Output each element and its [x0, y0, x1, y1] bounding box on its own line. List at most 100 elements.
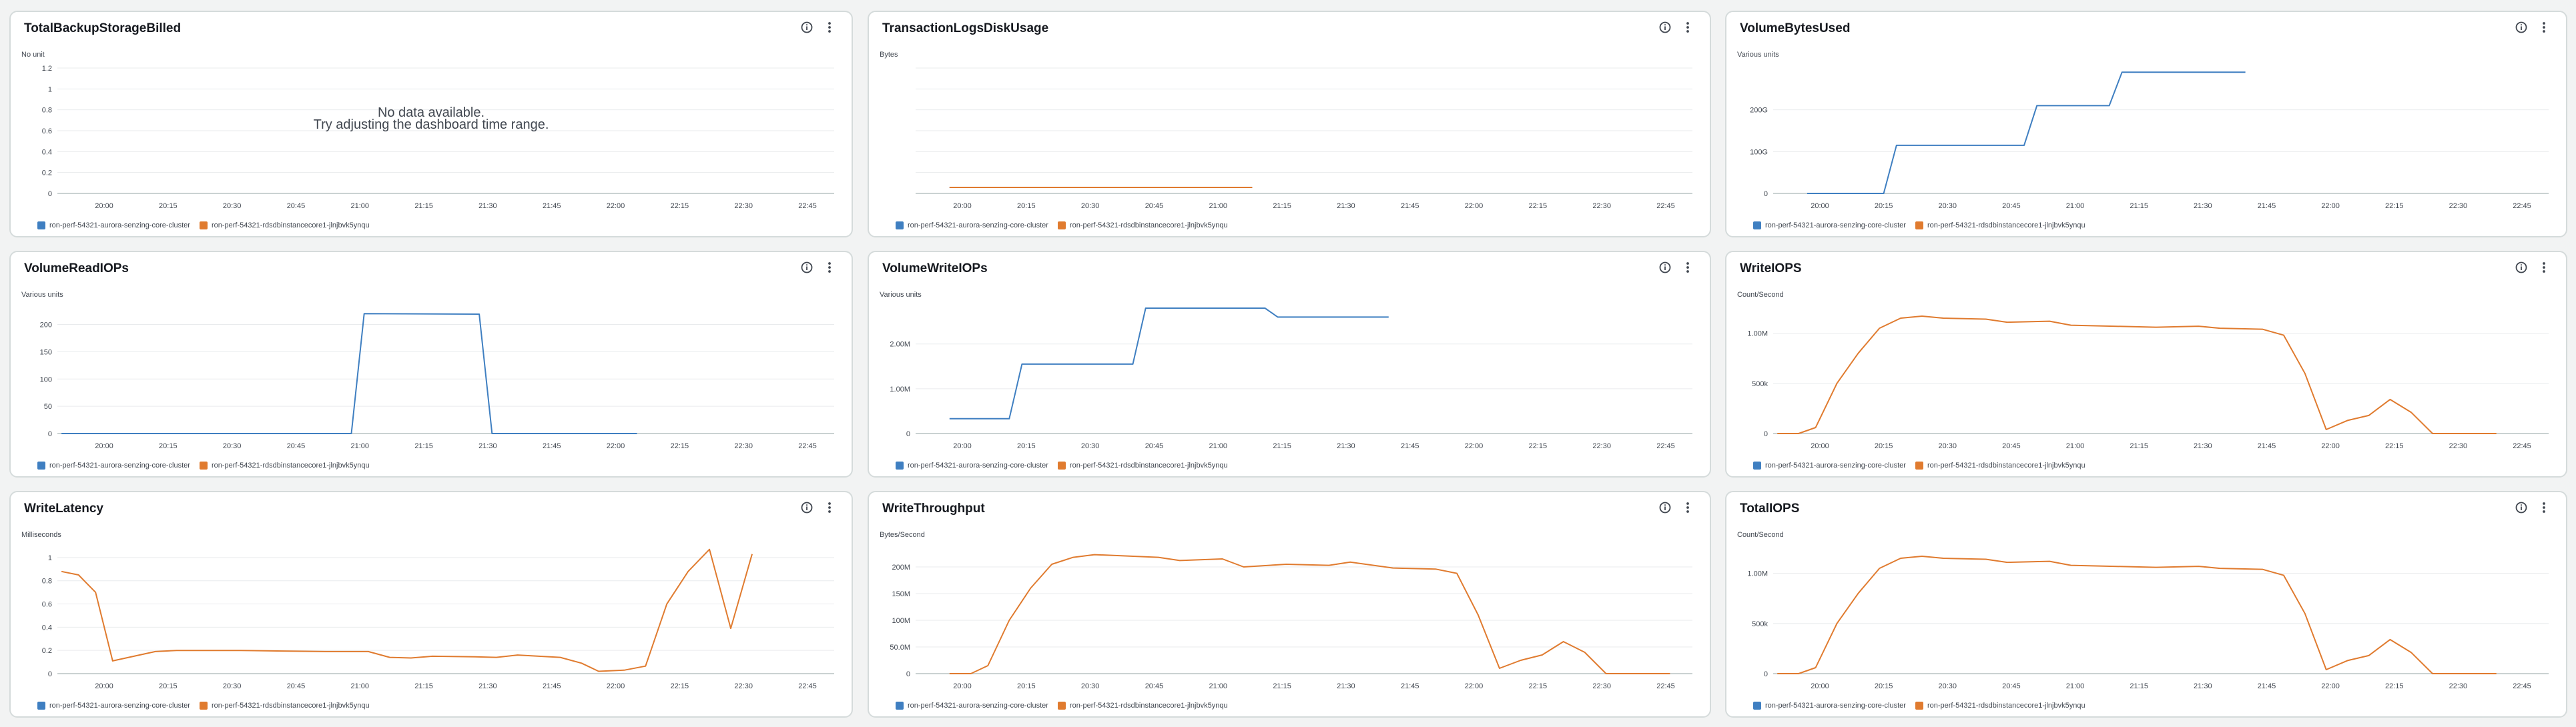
legend-label: ron-perf-54321-aurora-senzing-core-clust…: [49, 702, 190, 710]
more-options-icon[interactable]: [822, 260, 837, 275]
unit-label: Bytes: [880, 51, 898, 59]
legend-swatch: [199, 462, 208, 470]
y-tick-label: 0.2: [42, 647, 52, 655]
y-tick-label: 0: [906, 670, 910, 678]
legend-item[interactable]: ron-perf-54321-rdsdbinstancecore1-jlnjbv…: [199, 221, 370, 229]
legend-item[interactable]: ron-perf-54321-aurora-senzing-core-clust…: [1753, 462, 1906, 470]
x-tick-label: 20:15: [1017, 682, 1036, 690]
legend-item[interactable]: ron-perf-54321-aurora-senzing-core-clust…: [1753, 702, 1906, 710]
x-tick-label: 21:45: [1401, 202, 1419, 210]
y-tick-label: 1: [48, 554, 52, 562]
y-tick-label: 200: [40, 321, 52, 329]
legend-item[interactable]: ron-perf-54321-aurora-senzing-core-clust…: [1753, 221, 1906, 229]
legend-swatch: [1915, 702, 1923, 710]
legend-item[interactable]: ron-perf-54321-aurora-senzing-core-clust…: [896, 462, 1048, 470]
y-tick-label: 0.4: [42, 148, 52, 156]
info-icon[interactable]: [799, 20, 814, 35]
x-tick-label: 21:45: [543, 682, 561, 690]
x-tick-label: 22:15: [2385, 202, 2404, 210]
info-icon[interactable]: [1658, 500, 1672, 515]
legend-item[interactable]: ron-perf-54321-rdsdbinstancecore1-jlnjbv…: [1915, 702, 2085, 710]
unit-label: Various units: [21, 291, 63, 299]
legend-label: ron-perf-54321-aurora-senzing-core-clust…: [1765, 221, 1906, 229]
x-tick-label: 21:15: [414, 202, 433, 210]
y-tick-label: 100G: [1750, 148, 1768, 156]
chart-plot: 0 500k 1.00M 20:00 20:15 20:30 20:45 21:00 21:15…: [1747, 315, 2549, 450]
chart-plot: 0 500k 1.00M 20:00 20:15 20:30 20:45 21:00 21:15…: [1747, 556, 2549, 690]
legend-item[interactable]: ron-perf-54321-aurora-senzing-core-clust…: [37, 702, 190, 710]
legend-item[interactable]: ron-perf-54321-rdsdbinstancecore1-jlnjbv…: [1057, 702, 1228, 710]
x-tick-label: 20:00: [1811, 682, 1829, 690]
y-tick-label: 0.6: [42, 127, 52, 135]
x-tick-label: 21:00: [351, 202, 370, 210]
x-tick-label: 21:45: [543, 442, 561, 450]
more-options-icon[interactable]: [2537, 20, 2551, 35]
more-options-icon[interactable]: [822, 20, 837, 35]
info-icon[interactable]: [2514, 20, 2529, 35]
y-tick-label: 0: [48, 670, 52, 678]
x-tick-label: 22:00: [607, 202, 625, 210]
series-line: [949, 554, 1670, 674]
x-tick-label: 21:45: [1401, 682, 1419, 690]
info-icon[interactable]: [1658, 260, 1672, 275]
widget-writethroughput: WriteThroughput Bytes/Second 0 50.0M 100M 150…: [868, 491, 1711, 718]
legend-label: ron-perf-54321-aurora-senzing-core-clust…: [908, 221, 1048, 229]
legend-item[interactable]: ron-perf-54321-rdsdbinstancecore1-jlnjbv…: [1915, 462, 2085, 470]
legend-item[interactable]: ron-perf-54321-aurora-senzing-core-clust…: [37, 221, 190, 229]
x-tick-label: 21:30: [2194, 202, 2212, 210]
more-options-icon[interactable]: [2537, 260, 2551, 275]
x-tick-label: 20:00: [95, 202, 113, 210]
legend-item[interactable]: ron-perf-54321-rdsdbinstancecore1-jlnjbv…: [199, 702, 370, 710]
legend-label: ron-perf-54321-aurora-senzing-core-clust…: [908, 702, 1048, 710]
more-options-icon[interactable]: [1680, 20, 1695, 35]
info-icon[interactable]: [799, 260, 814, 275]
x-tick-label: 21:30: [2194, 682, 2212, 690]
legend-label: ron-perf-54321-rdsdbinstancecore1-jlnjbv…: [1927, 221, 2085, 229]
y-tick-label: 1.00M: [1747, 330, 1768, 338]
x-tick-label: 21:00: [1209, 682, 1228, 690]
x-tick-label: 21:00: [2066, 202, 2085, 210]
y-tick-label: 1.2: [42, 65, 52, 73]
legend-item[interactable]: ron-perf-54321-aurora-senzing-core-clust…: [896, 702, 1048, 710]
x-tick-label: 21:45: [1401, 442, 1419, 450]
legend-item[interactable]: ron-perf-54321-rdsdbinstancecore1-jlnjbv…: [199, 462, 370, 470]
info-icon[interactable]: [1658, 20, 1672, 35]
unit-label: Various units: [880, 291, 922, 299]
x-tick-label: 20:15: [1875, 442, 1893, 450]
more-options-icon[interactable]: [1680, 260, 1695, 275]
legend-item[interactable]: ron-perf-54321-rdsdbinstancecore1-jlnjbv…: [1057, 462, 1228, 470]
legend-label: ron-perf-54321-rdsdbinstancecore1-jlnjbv…: [1069, 462, 1228, 470]
unit-label: Count/Second: [1737, 291, 1784, 299]
x-tick-label: 22:30: [734, 682, 753, 690]
x-tick-label: 22:00: [2321, 442, 2340, 450]
legend-swatch: [1753, 221, 1761, 229]
y-tick-label: 0.8: [42, 107, 52, 115]
legend-item[interactable]: ron-perf-54321-aurora-senzing-core-clust…: [37, 462, 190, 470]
x-tick-label: 20:00: [95, 442, 113, 450]
x-tick-label: 22:45: [2513, 442, 2531, 450]
chart-plot: 20:00 20:15 20:30 20:45 21:00 21:15 21:30 21:45…: [916, 67, 1692, 210]
legend-item[interactable]: ron-perf-54321-aurora-senzing-core-clust…: [896, 221, 1048, 229]
legend-swatch: [37, 702, 45, 710]
unit-label: Various units: [1737, 51, 1779, 59]
legend-item[interactable]: ron-perf-54321-rdsdbinstancecore1-jlnjbv…: [1915, 221, 2085, 229]
x-tick-label: 21:15: [414, 682, 433, 690]
legend-item[interactable]: ron-perf-54321-rdsdbinstancecore1-jlnjbv…: [1057, 221, 1228, 229]
more-options-icon[interactable]: [2537, 500, 2551, 515]
widget-title: TotalBackupStorageBilled: [24, 21, 182, 35]
more-options-icon[interactable]: [1680, 500, 1695, 515]
info-icon[interactable]: [799, 500, 814, 515]
widget-title: VolumeReadIOPs: [24, 261, 129, 275]
chart-legend: ron-perf-54321-aurora-senzing-core-clust…: [37, 221, 370, 229]
chart-plot: 0 100G 200G 20:00 20:15 20:30 20:45 21:00 21:15 2…: [1750, 71, 2549, 210]
x-tick-label: 22:30: [1592, 442, 1611, 450]
widget-volumereadiops: VolumeReadIOPs Various units 0 50 100 150 200 2…: [9, 251, 853, 478]
x-tick-label: 20:00: [1811, 442, 1829, 450]
more-options-icon[interactable]: [822, 500, 837, 515]
x-tick-label: 22:15: [671, 442, 689, 450]
info-icon[interactable]: [2514, 500, 2529, 515]
info-icon[interactable]: [2514, 260, 2529, 275]
legend-swatch: [1915, 462, 1923, 470]
legend-swatch: [896, 462, 904, 470]
